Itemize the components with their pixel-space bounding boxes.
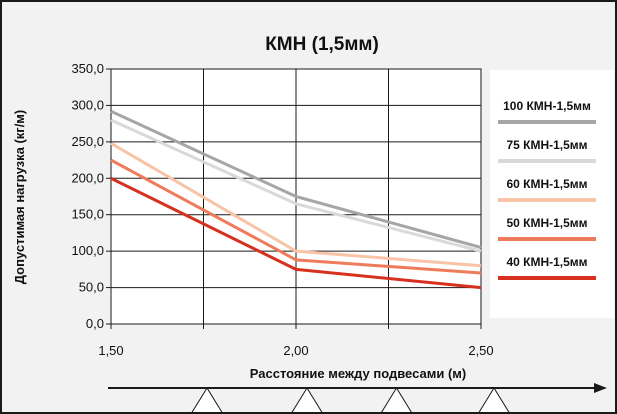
hanger-triangle-icon — [191, 387, 223, 412]
legend-label: 75 КМН-1,5мм — [506, 138, 587, 152]
legend-label: 50 КМН-1,5мм — [506, 216, 587, 230]
series-line — [110, 118, 482, 253]
y-tick-label: 350,0 — [71, 61, 104, 76]
x-tick-label: 1,50 — [98, 343, 123, 358]
y-tick-label: 50,0 — [79, 280, 104, 295]
x-tick-label: 2,00 — [283, 343, 308, 358]
plot-area: 0,0 50,0 100,0 150,0 200,0 250,0 300,0 350,0 1,5… — [71, 61, 493, 358]
legend: 100 КМН-1,5мм 75 КМН-1,5мм 60 КМН-1,5мм 50 … — [498, 99, 596, 280]
plot-border — [110, 68, 482, 325]
arrow-head-icon — [594, 383, 607, 393]
chart-title: КМН (1,5мм) — [265, 34, 379, 55]
legend-label: 100 КМН-1,5мм — [503, 99, 591, 113]
hanger-triangle-icon — [478, 387, 510, 412]
distance-arrow-axis — [108, 383, 607, 412]
series-line — [110, 142, 482, 268]
legend-label: 40 КМН-1,5мм — [506, 255, 587, 269]
hanger-triangle-icon — [381, 387, 412, 412]
legend-label: 60 КМН-1,5мм — [506, 177, 587, 191]
series-line — [110, 176, 482, 290]
x-tick-label: 2,50 — [468, 343, 493, 358]
series-line — [110, 158, 482, 275]
y-tick-label: 300,0 — [71, 97, 104, 112]
hanger-triangle-icon — [291, 387, 323, 412]
y-tick-label: 250,0 — [71, 134, 104, 149]
y-tick-label: 150,0 — [71, 207, 104, 222]
x-axis-title: Расстояние между подвесами (м) — [250, 366, 466, 381]
series-line — [110, 109, 482, 249]
y-tick-label: 0,0 — [86, 316, 104, 331]
y-tick-label: 100,0 — [71, 243, 104, 258]
y-tick-label: 200,0 — [71, 170, 104, 185]
y-axis-title: Допустимая нагрузка (кг/м) — [12, 110, 27, 285]
